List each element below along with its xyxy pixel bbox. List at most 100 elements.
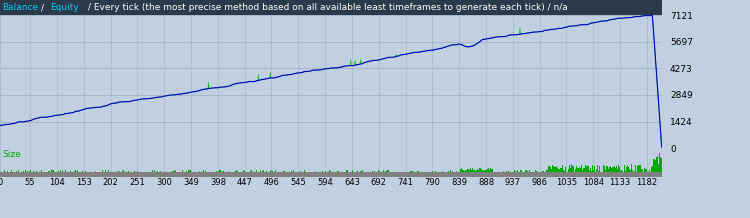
Bar <box>661 158 662 172</box>
Bar <box>639 165 640 172</box>
Bar <box>479 169 481 172</box>
Bar <box>385 171 386 172</box>
Bar <box>558 171 560 172</box>
Bar <box>256 170 257 172</box>
Bar <box>543 171 544 172</box>
Bar <box>558 169 559 172</box>
Bar <box>450 170 451 172</box>
Bar <box>597 165 598 172</box>
Bar <box>550 167 551 172</box>
Bar <box>293 170 295 172</box>
Bar <box>237 171 238 172</box>
Text: /: / <box>41 3 47 12</box>
Bar <box>173 171 175 172</box>
Bar <box>592 170 594 172</box>
Bar <box>491 171 492 172</box>
Bar <box>137 170 139 172</box>
Bar <box>535 170 536 172</box>
Bar <box>52 170 53 172</box>
Bar <box>41 170 42 172</box>
Bar <box>526 170 527 172</box>
Bar <box>329 170 330 172</box>
Bar <box>631 165 632 172</box>
Bar <box>175 170 176 172</box>
Bar <box>615 171 616 172</box>
Bar <box>460 169 461 172</box>
Bar <box>536 171 538 172</box>
Bar <box>578 167 580 172</box>
Bar <box>595 166 596 172</box>
Bar <box>584 166 586 172</box>
Bar <box>583 170 584 172</box>
Bar <box>185 171 187 172</box>
Bar <box>467 169 469 172</box>
Bar <box>464 171 465 172</box>
Bar <box>582 170 584 172</box>
Bar <box>608 170 610 172</box>
Bar <box>520 170 521 172</box>
Bar <box>506 171 507 172</box>
Bar <box>477 170 478 172</box>
Bar <box>602 169 604 172</box>
Bar <box>581 171 582 172</box>
Bar <box>62 170 63 172</box>
Bar <box>29 170 31 172</box>
Bar <box>11 170 12 172</box>
Bar <box>555 170 556 172</box>
Bar <box>374 171 375 172</box>
Bar <box>432 171 433 172</box>
Bar <box>216 171 217 172</box>
Bar <box>628 169 630 172</box>
Bar <box>262 170 264 172</box>
Bar <box>638 168 639 172</box>
Bar <box>520 170 521 172</box>
Bar <box>575 169 576 172</box>
Bar <box>637 166 638 172</box>
Bar <box>579 170 580 172</box>
Bar <box>75 170 76 172</box>
Bar <box>591 171 592 172</box>
Bar <box>627 165 628 172</box>
Bar <box>646 169 647 172</box>
Bar <box>640 167 641 172</box>
Bar <box>480 168 481 172</box>
Bar <box>604 166 605 172</box>
Bar <box>517 170 518 172</box>
Bar <box>613 167 614 172</box>
Bar <box>552 165 553 172</box>
Bar <box>244 171 245 172</box>
Bar <box>652 170 653 172</box>
Bar <box>656 160 657 172</box>
Bar <box>608 170 609 172</box>
Bar <box>619 167 620 172</box>
Bar <box>346 170 347 172</box>
Bar <box>657 156 658 172</box>
Bar <box>576 166 578 172</box>
Bar <box>482 170 483 172</box>
Bar <box>659 153 660 172</box>
Bar <box>361 171 362 172</box>
Bar <box>560 168 562 172</box>
Bar <box>154 170 155 172</box>
Bar <box>553 166 554 172</box>
Bar <box>476 170 477 172</box>
Bar <box>590 168 591 172</box>
Bar <box>573 169 574 172</box>
Bar <box>651 167 652 172</box>
Bar <box>417 171 419 172</box>
Bar <box>548 166 550 172</box>
Bar <box>552 170 554 172</box>
Bar <box>386 171 387 172</box>
Bar <box>65 170 66 172</box>
Bar <box>548 167 549 172</box>
Bar <box>243 170 244 172</box>
Bar <box>182 170 183 172</box>
Bar <box>452 171 453 172</box>
Bar <box>641 169 643 172</box>
Bar <box>526 171 527 172</box>
Bar <box>23 170 24 172</box>
Bar <box>482 170 483 172</box>
Bar <box>570 168 572 172</box>
Bar <box>29 171 30 172</box>
Bar <box>136 171 138 172</box>
